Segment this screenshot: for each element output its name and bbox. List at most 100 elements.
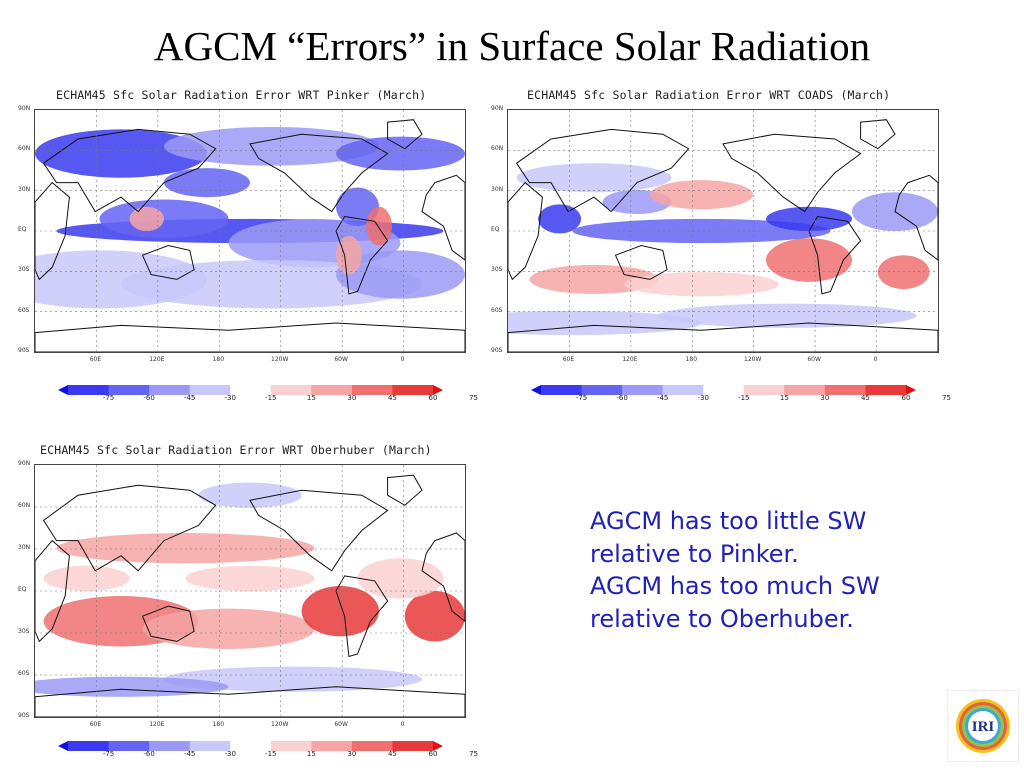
longitude-label: 120W bbox=[271, 721, 289, 728]
colorbar-swatch bbox=[108, 741, 150, 751]
colorbar-swatch bbox=[149, 385, 191, 395]
colorbar-swatch bbox=[270, 741, 312, 751]
colorbar-arrow-left bbox=[58, 385, 68, 395]
longitude-label: 60E bbox=[89, 356, 102, 363]
error-patch bbox=[766, 206, 852, 231]
coastline bbox=[808, 215, 862, 295]
coastline bbox=[894, 174, 938, 261]
colorbar-swatch bbox=[230, 741, 272, 751]
error-patch bbox=[649, 180, 754, 210]
latitude-label: 60S bbox=[491, 306, 503, 314]
error-patch bbox=[336, 235, 362, 275]
error-map bbox=[507, 109, 939, 353]
error-field bbox=[35, 482, 465, 697]
slide-title: AGCM “Errors” in Surface Solar Radiation bbox=[153, 23, 871, 69]
note-line: relative to Oberhuber. bbox=[590, 604, 854, 633]
coastline bbox=[335, 575, 389, 658]
colorbar-swatch bbox=[270, 385, 312, 395]
colorbar: -75 -60 -45 -30 -15 15 30 45 60 75 bbox=[531, 383, 951, 407]
panel-title: ECHAM45 Sfc Solar Radiation Error WRT CO… bbox=[527, 88, 891, 102]
colorbar-swatch bbox=[743, 385, 785, 395]
colorbar-tick-label: 60 bbox=[901, 394, 911, 402]
colorbar-swatch bbox=[703, 385, 745, 395]
error-patch bbox=[35, 129, 207, 178]
colorbar-swatch bbox=[149, 741, 191, 751]
colorbar-tick-label: 45 bbox=[860, 394, 870, 402]
colorbar-tick-label: -30 bbox=[224, 750, 236, 758]
error-patch bbox=[366, 206, 392, 246]
error-patch bbox=[185, 565, 315, 591]
colorbar-tick-label: 30 bbox=[820, 394, 830, 402]
coastline bbox=[421, 532, 465, 622]
latitude-label: 90N bbox=[18, 460, 31, 467]
coastline bbox=[421, 174, 465, 261]
longitude-label: 0 bbox=[400, 356, 405, 363]
error-field bbox=[35, 126, 465, 309]
colorbar-tick-label: -75 bbox=[102, 750, 115, 758]
colorbar-swatch bbox=[541, 385, 583, 395]
coastline bbox=[722, 133, 862, 213]
error-patch bbox=[624, 272, 779, 297]
error-patch bbox=[336, 250, 465, 299]
note-line: AGCM has too little SW bbox=[590, 507, 867, 535]
error-patch bbox=[164, 168, 250, 198]
colorbar-swatch bbox=[189, 385, 231, 395]
error-patch bbox=[572, 218, 831, 244]
panel-title: ECHAM45 Sfc Solar Radiation Error WRT Pi… bbox=[56, 88, 427, 102]
coastline bbox=[508, 322, 938, 352]
longitude-label: 60E bbox=[562, 356, 575, 363]
longitude-label: 60W bbox=[334, 721, 348, 728]
latitude-label: EQ bbox=[18, 226, 27, 233]
longitude-label: 180 bbox=[212, 721, 225, 728]
longitude-label: 120W bbox=[744, 356, 762, 363]
latitude-label: EQ bbox=[18, 586, 27, 593]
latitude-label: 90S bbox=[18, 712, 30, 719]
colorbar-tick-label: 30 bbox=[347, 750, 357, 758]
latitude-label: 30N bbox=[491, 185, 504, 193]
colorbar-tick-label: -15 bbox=[265, 394, 277, 402]
latitude-label: 90S bbox=[491, 347, 503, 354]
map-canvas bbox=[35, 110, 465, 352]
latitude-label: 60S bbox=[18, 306, 30, 314]
longitude-label: 120E bbox=[622, 356, 638, 363]
colorbar-swatch bbox=[311, 741, 353, 751]
latitude-label: 30N bbox=[18, 544, 31, 551]
map-canvas bbox=[508, 110, 938, 352]
colorbar-tick-label: -60 bbox=[616, 394, 628, 402]
coastline bbox=[249, 133, 389, 213]
colorbar-tick-label: 45 bbox=[387, 750, 397, 758]
colorbar-arrow-left bbox=[58, 741, 68, 751]
colorbar-swatch bbox=[108, 385, 150, 395]
error-patch bbox=[198, 482, 302, 508]
coastline bbox=[42, 128, 217, 213]
error-patch bbox=[357, 558, 444, 599]
latitude-label: 60N bbox=[18, 145, 31, 153]
colorbar-tick-label: 60 bbox=[428, 394, 438, 402]
logo-text: IRI bbox=[972, 719, 995, 735]
colorbar-tick-label: -15 bbox=[265, 750, 277, 758]
colorbar-tick-label: 75 bbox=[942, 394, 952, 402]
coastline bbox=[614, 244, 668, 280]
note-line: AGCM has too much SW bbox=[590, 572, 880, 600]
panel-title: ECHAM45 Sfc Solar Radiation Error WRT Ob… bbox=[40, 443, 432, 457]
map-panel-pinker: ECHAM45 Sfc Solar Radiation Error WRT Pi… bbox=[18, 88, 478, 408]
latitude-label: 60N bbox=[18, 502, 31, 509]
longitude-label: 180 bbox=[685, 356, 698, 363]
coastline bbox=[387, 474, 423, 506]
error-map bbox=[34, 109, 466, 353]
colorbar-tick-label: 15 bbox=[779, 394, 789, 402]
colorbar-tick-label: 75 bbox=[469, 394, 479, 402]
colorbar-tick-label: -30 bbox=[224, 394, 236, 402]
colorbar-swatch bbox=[392, 385, 434, 395]
annotation-text: AGCM has too little SW relative to Pinke… bbox=[590, 505, 990, 635]
colorbar-swatch bbox=[68, 741, 110, 751]
colorbar-swatch bbox=[581, 385, 623, 395]
colorbar-swatch bbox=[865, 385, 907, 395]
colorbar-tick-label: -60 bbox=[143, 394, 155, 402]
coastline bbox=[35, 322, 465, 352]
colorbar-swatch bbox=[68, 385, 110, 395]
coastline bbox=[42, 484, 217, 572]
error-patch bbox=[164, 666, 422, 692]
latitude-label: 90S bbox=[18, 347, 30, 354]
latitude-label: 30S bbox=[491, 266, 503, 274]
